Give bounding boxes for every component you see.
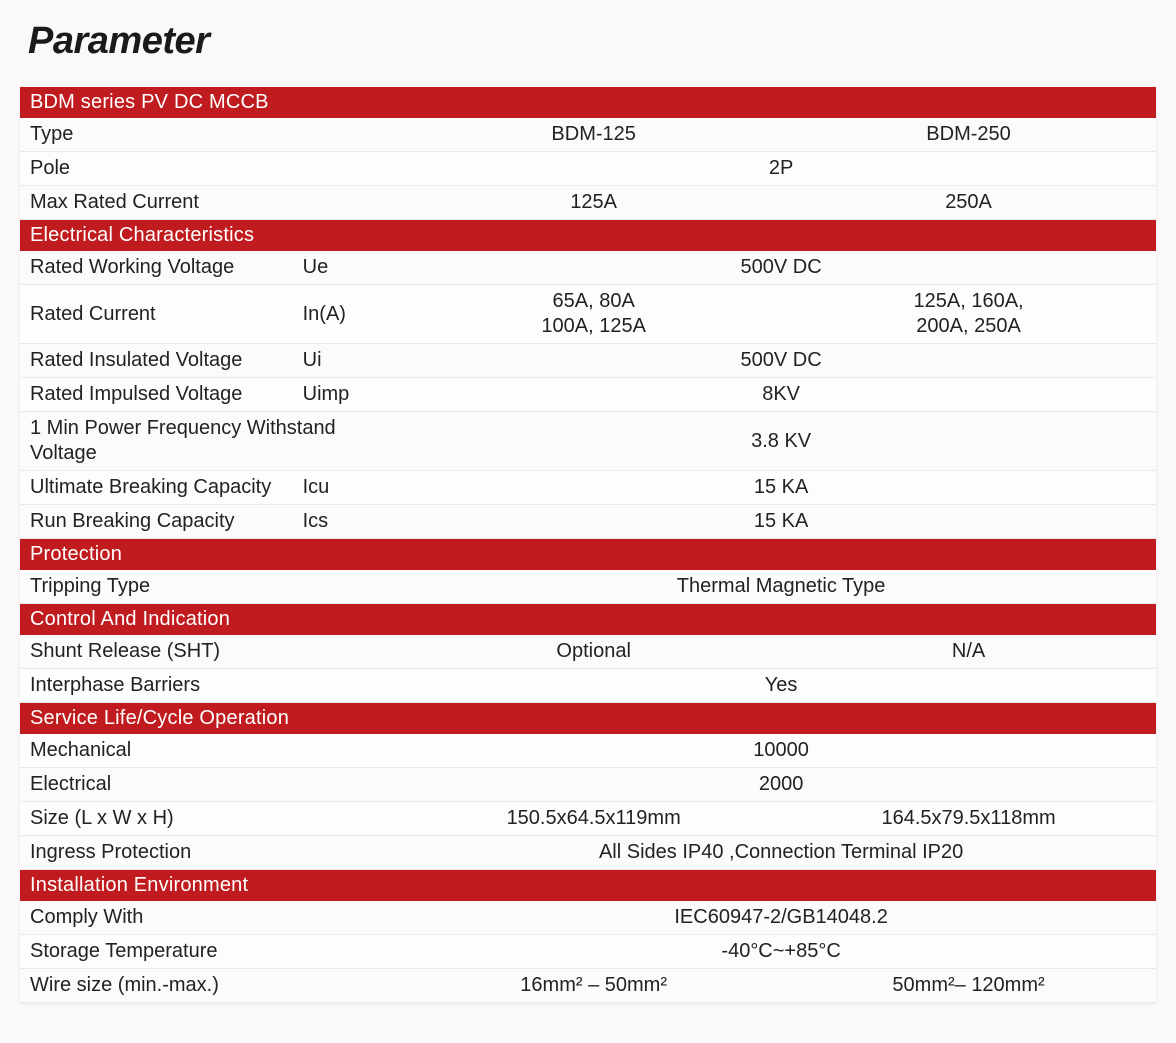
row-comply: Comply With IEC60947-2/GB14048.2 xyxy=(20,901,1156,935)
row-type: Type BDM-125 BDM-250 xyxy=(20,118,1156,152)
cell-value: 10000 xyxy=(406,734,1156,768)
cell-value: 150.5x64.5x119mm xyxy=(406,802,781,836)
cell-value: N/A xyxy=(781,635,1156,669)
section-install: Installation Environment xyxy=(20,870,1156,902)
row-mech: Mechanical 10000 xyxy=(20,734,1156,768)
cell-label: Wire size (min.-max.) xyxy=(20,969,406,1003)
cell-symbol: Ui xyxy=(293,344,407,378)
cell-value: 500V DC xyxy=(406,251,1156,285)
cell-value: 3.8 KV xyxy=(406,412,1156,471)
cell-value: Optional xyxy=(406,635,781,669)
cell-value: 500V DC xyxy=(406,344,1156,378)
cell-label: Electrical xyxy=(20,768,406,802)
row-maxrated: Max Rated Current 125A 250A xyxy=(20,186,1156,220)
cell-label: Shunt Release (SHT) xyxy=(20,635,406,669)
row-ui: Rated Insulated Voltage Ui 500V DC xyxy=(20,344,1156,378)
cell-symbol: Uimp xyxy=(293,378,407,412)
cell-value: 16mm² – 50mm² xyxy=(406,969,781,1003)
page-title: Parameter xyxy=(28,20,1156,63)
cell-label: Size (L x W x H) xyxy=(20,802,406,836)
cell-value: 164.5x79.5x118mm xyxy=(781,802,1156,836)
cell-line: 200A, 250A xyxy=(916,315,1021,337)
section-control: Control And Indication xyxy=(20,604,1156,636)
row-wire: Wire size (min.-max.) 16mm² – 50mm² 50mm… xyxy=(20,969,1156,1003)
section-header: Service Life/Cycle Operation xyxy=(20,703,1156,735)
cell-value: 15 KA xyxy=(406,505,1156,539)
cell-symbol: Icu xyxy=(293,471,407,505)
cell-label: Run Breaking Capacity xyxy=(20,505,293,539)
cell-label: Interphase Barriers xyxy=(20,669,406,703)
cell-line: 65A, 80A xyxy=(553,290,635,312)
section-header: BDM series PV DC MCCB xyxy=(20,87,1156,118)
cell-label: Tripping Type xyxy=(20,570,406,604)
cell-label: Rated Insulated Voltage xyxy=(20,344,293,378)
page-container: Parameter BDM series PV DC MCCB Type BDM… xyxy=(0,0,1176,1043)
cell-value: 125A xyxy=(406,186,781,220)
cell-symbol: In(A) xyxy=(293,285,407,344)
cell-value: 2P xyxy=(406,152,1156,186)
cell-label: Rated Current xyxy=(20,285,293,344)
row-trip: Tripping Type Thermal Magnetic Type xyxy=(20,570,1156,604)
section-service: Service Life/Cycle Operation xyxy=(20,703,1156,735)
row-size: Size (L x W x H) 150.5x64.5x119mm 164.5x… xyxy=(20,802,1156,836)
section-bdm: BDM series PV DC MCCB xyxy=(20,87,1156,118)
cell-label: Ingress Protection xyxy=(20,836,406,870)
section-header: Installation Environment xyxy=(20,870,1156,902)
cell-value: Yes xyxy=(406,669,1156,703)
cell-line: 125A, 160A, xyxy=(914,290,1024,312)
cell-label: Pole xyxy=(20,152,406,186)
row-uimp: Rated Impulsed Voltage Uimp 8KV xyxy=(20,378,1156,412)
cell-value: IEC60947-2/GB14048.2 xyxy=(406,901,1156,935)
row-elec: Electrical 2000 xyxy=(20,768,1156,802)
row-pole: Pole 2P xyxy=(20,152,1156,186)
section-protection: Protection xyxy=(20,539,1156,571)
cell-label: Ultimate Breaking Capacity xyxy=(20,471,293,505)
cell-label: Mechanical xyxy=(20,734,406,768)
cell-label: Comply With xyxy=(20,901,406,935)
row-storage: Storage Temperature -40°C~+85°C xyxy=(20,935,1156,969)
parameter-table: BDM series PV DC MCCB Type BDM-125 BDM-2… xyxy=(20,87,1156,1003)
cell-label: Rated Working Voltage xyxy=(20,251,293,285)
section-electrical: Electrical Characteristics xyxy=(20,220,1156,252)
cell-line: 100A, 125A xyxy=(541,315,646,337)
row-in: Rated Current In(A) 65A, 80A 100A, 125A … xyxy=(20,285,1156,344)
row-barriers: Interphase Barriers Yes xyxy=(20,669,1156,703)
cell-value: BDM-125 xyxy=(406,118,781,152)
cell-value: 65A, 80A 100A, 125A xyxy=(406,285,781,344)
row-ics: Run Breaking Capacity Ics 15 KA xyxy=(20,505,1156,539)
section-header: Protection xyxy=(20,539,1156,571)
cell-label: 1 Min Power Frequency Withstand Voltage xyxy=(20,412,406,471)
cell-value: 15 KA xyxy=(406,471,1156,505)
cell-value: 8KV xyxy=(406,378,1156,412)
cell-symbol: Ics xyxy=(293,505,407,539)
cell-label: Storage Temperature xyxy=(20,935,406,969)
row-ue: Rated Working Voltage Ue 500V DC xyxy=(20,251,1156,285)
cell-label: Rated Impulsed Voltage xyxy=(20,378,293,412)
cell-label: Type xyxy=(20,118,406,152)
cell-label: Max Rated Current xyxy=(20,186,406,220)
cell-value: Thermal Magnetic Type xyxy=(406,570,1156,604)
cell-value: All Sides IP40 ,Connection Terminal IP20 xyxy=(406,836,1156,870)
cell-value: 125A, 160A, 200A, 250A xyxy=(781,285,1156,344)
cell-value: 250A xyxy=(781,186,1156,220)
row-sht: Shunt Release (SHT) Optional N/A xyxy=(20,635,1156,669)
row-icu: Ultimate Breaking Capacity Icu 15 KA xyxy=(20,471,1156,505)
row-ingress: Ingress Protection All Sides IP40 ,Conne… xyxy=(20,836,1156,870)
row-pfw: 1 Min Power Frequency Withstand Voltage … xyxy=(20,412,1156,471)
section-header: Control And Indication xyxy=(20,604,1156,636)
cell-value: -40°C~+85°C xyxy=(406,935,1156,969)
cell-value: BDM-250 xyxy=(781,118,1156,152)
section-header: Electrical Characteristics xyxy=(20,220,1156,252)
cell-value: 2000 xyxy=(406,768,1156,802)
cell-symbol: Ue xyxy=(293,251,407,285)
cell-value: 50mm²– 120mm² xyxy=(781,969,1156,1003)
